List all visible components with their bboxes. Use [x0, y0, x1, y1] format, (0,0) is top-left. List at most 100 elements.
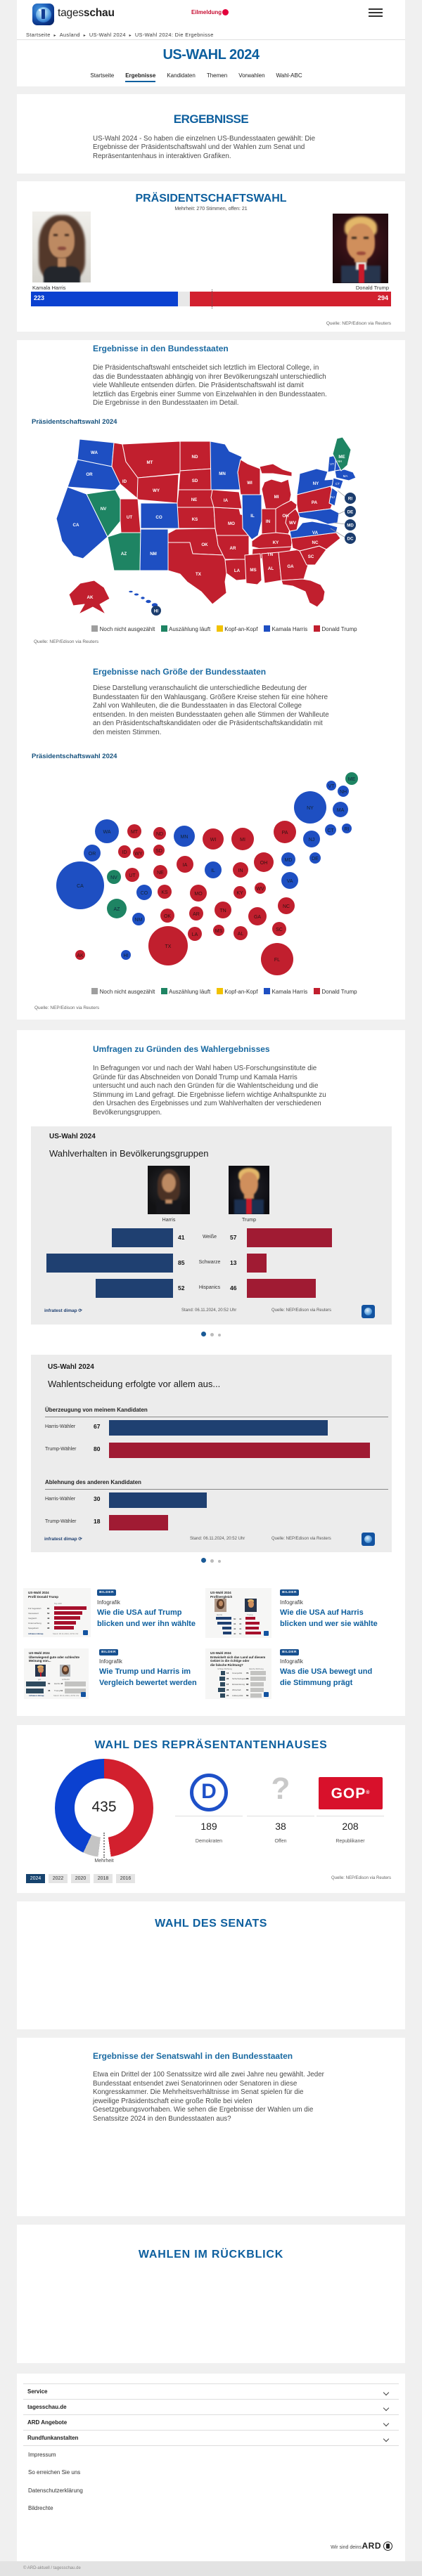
svg-text:IN: IN	[266, 519, 271, 524]
svg-text:WI: WI	[210, 838, 217, 843]
svg-text:KY: KY	[236, 891, 243, 896]
svg-text:AL: AL	[238, 932, 244, 937]
svg-text:SD: SD	[155, 849, 162, 854]
svg-text:CT: CT	[335, 482, 340, 486]
svg-text:WI: WI	[247, 481, 252, 486]
svg-text:NM: NM	[150, 552, 157, 557]
svg-text:VA: VA	[312, 531, 319, 535]
svg-text:NJ: NJ	[331, 495, 335, 499]
svg-text:MN: MN	[219, 471, 226, 476]
svg-text:RI: RI	[348, 497, 352, 502]
svg-text:WV: WV	[256, 887, 264, 892]
svg-text:KS: KS	[161, 890, 168, 895]
svg-text:NC: NC	[283, 904, 290, 909]
svg-text:AZ: AZ	[114, 907, 121, 912]
svg-text:NE: NE	[191, 497, 198, 502]
svg-text:NC: NC	[312, 540, 319, 545]
svg-text:NH: NH	[338, 460, 343, 463]
svg-text:SC: SC	[308, 554, 314, 559]
svg-text:VT: VT	[328, 784, 335, 789]
svg-text:PA: PA	[312, 500, 318, 505]
svg-text:MN: MN	[181, 835, 188, 840]
svg-text:MS: MS	[215, 929, 223, 934]
svg-text:MO: MO	[194, 892, 203, 897]
svg-text:CA: CA	[77, 884, 84, 889]
svg-text:IA: IA	[183, 863, 188, 868]
svg-text:MT: MT	[147, 460, 153, 465]
svg-text:MI: MI	[240, 838, 245, 843]
svg-text:UT: UT	[127, 515, 132, 520]
svg-text:OH: OH	[260, 861, 268, 866]
svg-text:ID: ID	[122, 479, 127, 484]
svg-text:IN: IN	[238, 869, 243, 873]
svg-text:WA: WA	[103, 830, 110, 835]
svg-text:ND: ND	[156, 832, 163, 837]
svg-text:IA: IA	[224, 498, 229, 503]
svg-text:VA: VA	[287, 879, 293, 884]
svg-text:NY: NY	[307, 806, 314, 811]
svg-text:GA: GA	[287, 564, 294, 569]
svg-text:CT: CT	[327, 828, 334, 833]
svg-text:IL: IL	[250, 514, 255, 519]
svg-text:MD: MD	[347, 523, 354, 528]
svg-text:AK: AK	[87, 595, 94, 600]
svg-text:AZ: AZ	[121, 552, 127, 557]
svg-text:ND: ND	[192, 455, 198, 460]
svg-text:TN: TN	[267, 552, 274, 557]
svg-text:AR: AR	[193, 912, 200, 917]
svg-text:NM: NM	[135, 918, 143, 923]
svg-text:MT: MT	[131, 830, 139, 835]
svg-text:VT: VT	[330, 462, 334, 466]
svg-text:FL: FL	[274, 958, 280, 963]
svg-text:HI: HI	[154, 609, 158, 614]
svg-text:UT: UT	[129, 873, 136, 878]
svg-text:MS: MS	[250, 568, 256, 573]
svg-text:DE: DE	[347, 510, 354, 515]
svg-text:HI: HI	[124, 954, 129, 958]
svg-text:OR: OR	[89, 852, 96, 857]
svg-text:CA: CA	[73, 523, 79, 528]
svg-text:OK: OK	[201, 542, 208, 547]
svg-text:ME: ME	[348, 777, 356, 782]
svg-text:SC: SC	[276, 928, 283, 932]
svg-text:NH: NH	[340, 790, 347, 795]
svg-text:KY: KY	[273, 540, 279, 545]
svg-text:AK: AK	[77, 954, 84, 958]
svg-text:TX: TX	[196, 572, 202, 577]
svg-text:MA: MA	[343, 474, 348, 478]
svg-text:OR: OR	[86, 472, 93, 477]
svg-text:NY: NY	[313, 481, 319, 486]
svg-text:IL: IL	[211, 869, 215, 873]
svg-text:SD: SD	[192, 479, 198, 483]
svg-text:DE: DE	[312, 857, 319, 861]
svg-text:WY: WY	[134, 852, 143, 857]
svg-text:MD: MD	[285, 858, 293, 863]
svg-text:PA: PA	[282, 831, 288, 835]
svg-text:WV: WV	[289, 521, 297, 526]
svg-text:MA: MA	[337, 808, 345, 813]
svg-text:OK: OK	[164, 914, 171, 919]
svg-text:NV: NV	[110, 876, 117, 880]
svg-text:RI: RI	[345, 827, 350, 832]
svg-text:LA: LA	[192, 932, 198, 937]
svg-text:CO: CO	[155, 515, 162, 520]
svg-text:LA: LA	[234, 568, 241, 573]
svg-text:NV: NV	[101, 507, 107, 512]
svg-text:AL: AL	[268, 566, 274, 571]
svg-text:CO: CO	[141, 891, 148, 896]
svg-text:TN: TN	[219, 909, 226, 913]
svg-text:ID: ID	[122, 850, 127, 855]
svg-text:WA: WA	[91, 450, 98, 455]
svg-text:MO: MO	[228, 521, 235, 526]
svg-text:OH: OH	[282, 514, 289, 519]
svg-text:WY: WY	[153, 488, 160, 493]
svg-text:DC: DC	[347, 537, 354, 542]
svg-text:TX: TX	[165, 944, 172, 949]
svg-text:NJ: NJ	[309, 838, 315, 843]
svg-text:AR: AR	[230, 546, 236, 551]
svg-text:KS: KS	[192, 517, 198, 522]
svg-text:GA: GA	[254, 915, 261, 920]
svg-text:MI: MI	[274, 495, 279, 500]
svg-text:ME: ME	[338, 455, 345, 460]
svg-text:NE: NE	[157, 871, 164, 876]
